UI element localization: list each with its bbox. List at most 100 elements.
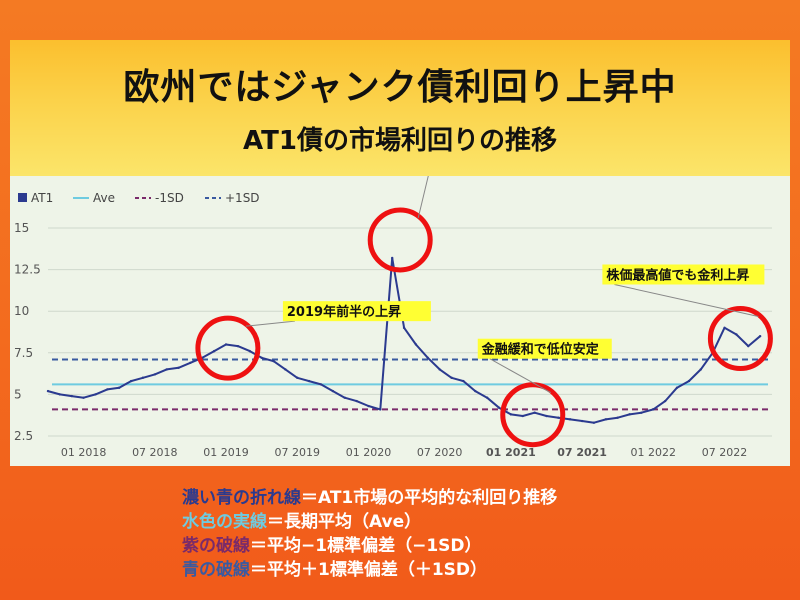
at1-point [355,399,358,403]
y-tick-label: 2.5 [14,429,33,443]
annotation-label: 株価最高値でも金利上昇 [606,267,749,283]
note-plus1sd: 青の破線＝平均＋1標準偏差（＋1SD） [182,558,782,582]
at1-point [462,379,465,383]
y-tick-label: 12.5 [14,263,41,277]
at1-point [58,393,62,396]
at1-point [640,411,643,414]
note-at1: 濃い青の折れ線＝AT1市場の平均的な利回り推移 [182,486,782,510]
annotation-bg [602,264,765,285]
annotation-label: 2019年前半の上昇 [287,304,401,320]
at1-point [723,326,726,330]
y-tick-label: 15 [14,221,29,235]
at1-point [569,418,572,421]
at1-point [367,404,370,408]
at1-point [118,386,121,389]
x-tick-label: 07 2019 [274,446,320,459]
at1-point [248,349,251,353]
at1-point [652,408,655,411]
at1-point [284,368,287,371]
annotation-circle [367,207,433,273]
at1-point [438,368,441,371]
at1-point [70,394,73,398]
chart-legend: AT1 Ave -1SD +1SD [18,191,260,205]
at1-point [735,333,738,336]
note-definition: ＝平均＋1標準偏差（＋1SD） [250,560,488,580]
page-title: 欧州ではジャンク債利回り上昇中 [123,67,677,108]
at1-point [272,359,275,363]
at1-point [580,419,584,423]
note-definition: ＝長期平均（Ave） [267,512,422,532]
at1-point [129,379,133,383]
at1-point [497,406,501,409]
x-tick-label: 07 2020 [417,446,463,459]
at1-point [212,349,216,353]
legend-label: -1SD [155,191,184,205]
at1-point [509,413,513,416]
at1-point [379,408,382,411]
title-banner: 欧州ではジャンク債利回り上昇中 AT1債の市場利回りの推移 [10,40,790,176]
annotation-leader [245,320,295,327]
at1-point [663,399,667,403]
at1-point [557,416,560,419]
at1-point [604,418,608,421]
annotation-bg [477,338,612,359]
at1-point [402,326,406,330]
at1-point [747,344,750,348]
chart-grid [48,227,772,437]
page-subtitle: AT1債の市場利回りの推移 [243,126,557,156]
x-tick-label: 07 2022 [702,446,748,459]
legend-notes: 濃い青の折れ線＝AT1市場の平均的な利回り推移 水色の実線＝長期平均（Ave） … [182,486,782,582]
at1-point [106,388,109,391]
x-tick-label: 01 2022 [631,446,677,459]
x-tick-label: 07 2018 [132,446,178,459]
at1-point [426,356,430,359]
x-axis-ticks: 01 2018 07 2018 01 2019 07 2019 01 2020 07 20… [61,446,747,459]
at1-point [758,334,762,338]
at1-point [414,343,418,346]
at1-point [687,379,691,383]
legend-label: AT1 [31,191,53,205]
at1-point [485,396,489,399]
note-term: 濃い青の折れ線 [182,488,301,508]
at1-point [450,376,453,379]
annotation-circle [707,305,773,371]
at1-point [165,368,168,371]
at1-point [545,414,548,418]
x-tick-label: 01 2021 [486,446,536,459]
at1-point [390,256,394,260]
legend-swatch [18,193,27,202]
at1-series [46,256,762,424]
y-tick-label: 7.5 [14,346,33,360]
at1-point [474,389,477,393]
annotation-label: 金融緩和で低位安定 [481,342,599,358]
annotation-leader [489,358,551,394]
y-tick-label: 5 [14,387,22,401]
annotation-leader [614,284,759,317]
annotation-circle [195,315,261,381]
chart-annotations: コロナ初期の急騰スパイク2019年前半の上昇金融緩和で低位安定株価最高値でも金利… [195,176,773,448]
at1-point [236,344,240,348]
at1-point [82,396,85,399]
at1-point [141,376,145,379]
at1-point [521,414,524,418]
at1-point [616,416,619,419]
at1-point [177,366,180,369]
x-tick-label: 01 2018 [61,446,107,459]
note-definition: ＝平均−1標準偏差（−1SD） [250,536,482,556]
at1-point [343,396,346,399]
at1-point [260,356,263,359]
at1-point [533,411,536,414]
legend-label: +1SD [225,191,260,205]
at1-point [224,343,228,346]
x-tick-label: 01 2019 [203,446,249,459]
at1-point [331,389,335,393]
at1-point [296,376,299,379]
at1-point [699,368,702,371]
note-term: 青の破線 [182,560,250,580]
legend-label: Ave [93,191,115,205]
at1-point [675,386,679,389]
at1-point [189,361,192,364]
at1-point [46,389,50,393]
chart-panel: AT1 Ave -1SD +1SD 15 12.5 10 7.5 5 2.5 01 2018 07… [10,176,790,466]
x-tick-label: 01 2020 [346,446,392,459]
